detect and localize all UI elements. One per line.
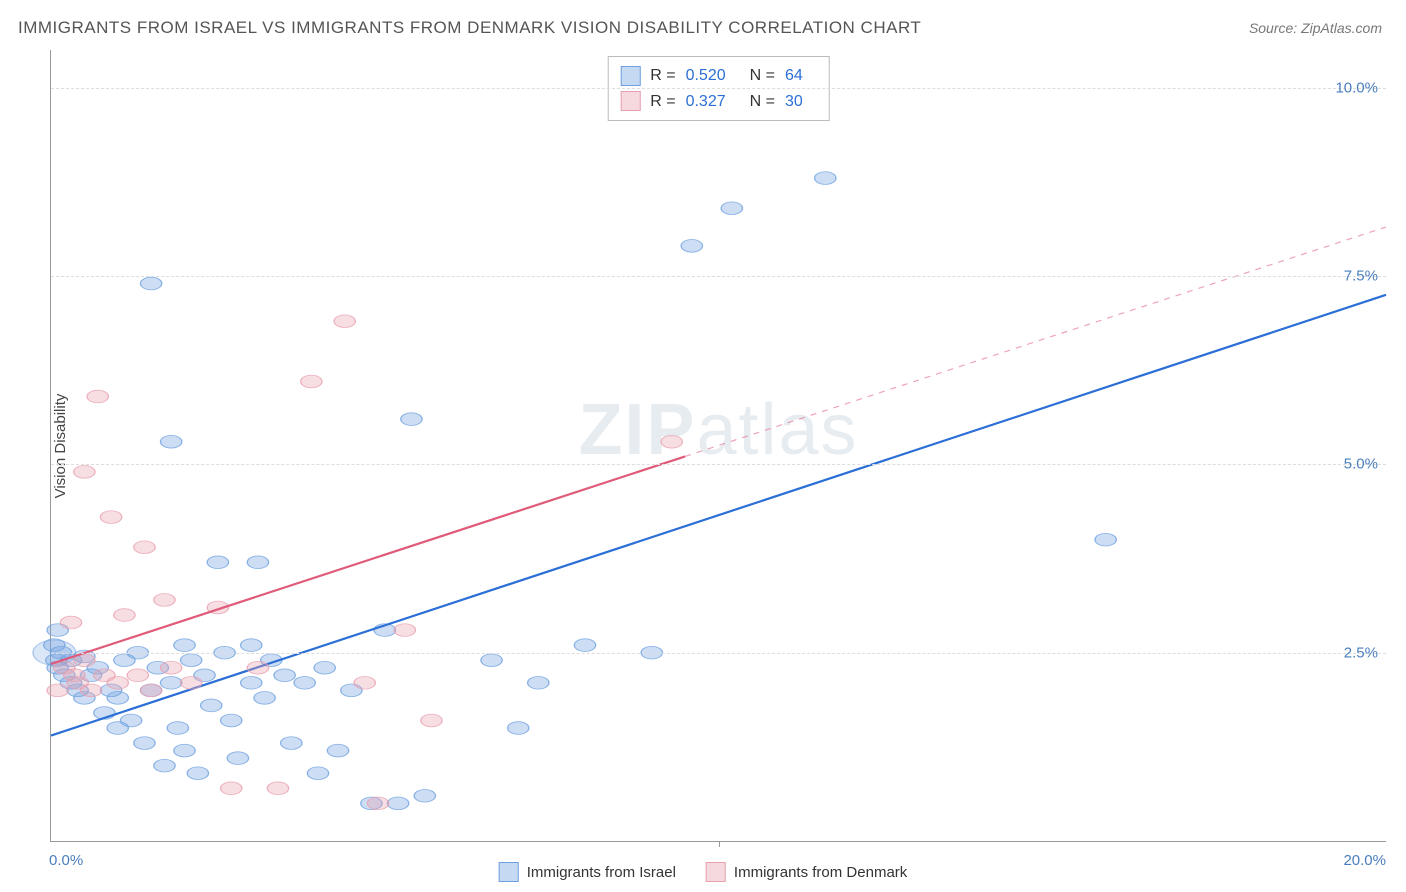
data-point bbox=[254, 692, 275, 705]
data-point bbox=[140, 684, 161, 697]
data-point bbox=[107, 692, 128, 705]
data-point bbox=[301, 375, 322, 388]
data-point bbox=[394, 624, 415, 637]
data-point bbox=[227, 752, 248, 765]
stat-r-label: R = bbox=[650, 63, 675, 89]
data-point bbox=[167, 722, 188, 735]
bottom-legend: Immigrants from Israel Immigrants from De… bbox=[499, 862, 908, 882]
data-point bbox=[174, 639, 195, 652]
data-point bbox=[241, 676, 262, 689]
data-point bbox=[294, 676, 315, 689]
legend-item: Immigrants from Israel bbox=[499, 862, 676, 882]
data-point bbox=[267, 782, 288, 795]
data-point bbox=[154, 759, 175, 772]
data-point bbox=[160, 661, 181, 674]
trend-line bbox=[51, 456, 685, 664]
plot-area: ZIPatlas R =0.520N =64R =0.327N =30 2.5%… bbox=[50, 50, 1386, 842]
data-point bbox=[87, 390, 108, 403]
data-point bbox=[314, 661, 335, 674]
gridline bbox=[51, 653, 1386, 654]
data-point bbox=[354, 676, 375, 689]
data-point bbox=[528, 676, 549, 689]
data-point bbox=[221, 782, 242, 795]
data-point bbox=[180, 654, 201, 667]
stat-n-label: N = bbox=[750, 63, 775, 89]
data-point bbox=[47, 684, 68, 697]
y-tick-label: 2.5% bbox=[1344, 644, 1378, 661]
data-point bbox=[154, 594, 175, 607]
trend-line-dashed bbox=[685, 227, 1386, 456]
data-point bbox=[100, 511, 121, 524]
swatch-icon bbox=[499, 862, 519, 882]
data-point bbox=[661, 435, 682, 448]
swatch-icon bbox=[706, 862, 726, 882]
stats-row: R = 0.327 N = 30 bbox=[620, 89, 817, 115]
y-tick-label: 10.0% bbox=[1335, 79, 1378, 96]
swatch-icon bbox=[620, 91, 640, 111]
data-point bbox=[160, 435, 181, 448]
data-point bbox=[721, 202, 742, 215]
data-point bbox=[421, 714, 442, 727]
data-point bbox=[180, 676, 201, 689]
data-point bbox=[140, 277, 161, 290]
data-point bbox=[387, 797, 408, 810]
data-point bbox=[120, 714, 141, 727]
legend-item: Immigrants from Denmark bbox=[706, 862, 907, 882]
data-point bbox=[334, 315, 355, 328]
data-point bbox=[247, 661, 268, 674]
x-tick-label: 0.0% bbox=[49, 852, 83, 869]
data-point bbox=[1095, 533, 1116, 546]
stat-n-value: 64 bbox=[785, 63, 803, 89]
data-point bbox=[815, 172, 836, 185]
stat-r-label: R = bbox=[650, 89, 675, 115]
data-point bbox=[574, 639, 595, 652]
data-point bbox=[160, 676, 181, 689]
data-point bbox=[60, 616, 81, 629]
data-point bbox=[80, 684, 101, 697]
stats-row: R = 0.520 N = 64 bbox=[620, 63, 817, 89]
swatch-icon bbox=[620, 66, 640, 86]
data-point bbox=[481, 654, 502, 667]
stat-r-value: 0.327 bbox=[686, 89, 726, 115]
data-point bbox=[174, 744, 195, 757]
data-point bbox=[414, 789, 435, 802]
data-point bbox=[274, 669, 295, 682]
data-point bbox=[74, 466, 95, 479]
data-point bbox=[327, 744, 348, 757]
data-point bbox=[367, 797, 388, 810]
x-tick-label: 20.0% bbox=[1343, 852, 1386, 869]
y-tick-label: 7.5% bbox=[1344, 268, 1378, 285]
chart-title: IMMIGRANTS FROM ISRAEL VS IMMIGRANTS FRO… bbox=[18, 18, 921, 38]
gridline bbox=[51, 464, 1386, 465]
plot-svg bbox=[51, 50, 1386, 841]
stat-n-label: N = bbox=[750, 89, 775, 115]
data-point bbox=[241, 639, 262, 652]
stat-r-value: 0.520 bbox=[686, 63, 726, 89]
data-point bbox=[281, 737, 302, 750]
data-point bbox=[127, 669, 148, 682]
data-point bbox=[107, 676, 128, 689]
legend-label: Immigrants from Israel bbox=[527, 864, 676, 881]
data-point bbox=[681, 240, 702, 253]
gridline bbox=[51, 276, 1386, 277]
data-point bbox=[134, 541, 155, 554]
stat-n-value: 30 bbox=[785, 89, 803, 115]
x-tick bbox=[719, 841, 720, 847]
chart-container: IMMIGRANTS FROM ISRAEL VS IMMIGRANTS FRO… bbox=[0, 0, 1406, 892]
data-point bbox=[401, 413, 422, 426]
source-attribution: Source: ZipAtlas.com bbox=[1249, 20, 1382, 36]
y-tick-label: 5.0% bbox=[1344, 456, 1378, 473]
data-point bbox=[187, 767, 208, 780]
data-point bbox=[201, 699, 222, 712]
data-point bbox=[114, 609, 135, 622]
data-point bbox=[247, 556, 268, 569]
data-point bbox=[134, 737, 155, 750]
data-point bbox=[307, 767, 328, 780]
data-point bbox=[508, 722, 529, 735]
gridline bbox=[51, 88, 1386, 89]
data-point bbox=[207, 556, 228, 569]
data-point bbox=[221, 714, 242, 727]
legend-label: Immigrants from Denmark bbox=[734, 864, 907, 881]
